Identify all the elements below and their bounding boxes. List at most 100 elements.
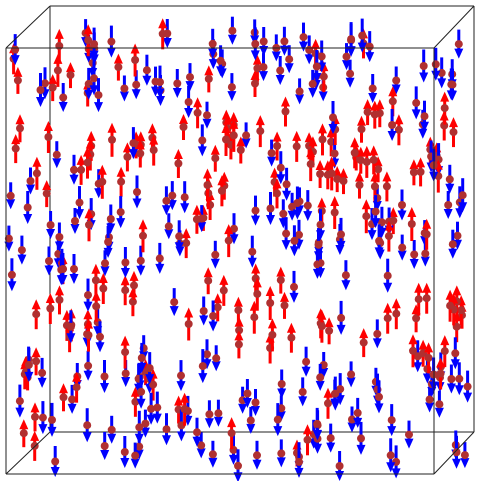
simulation-box-front-edges — [5, 5, 475, 475]
spin-up-arrow — [276, 266, 286, 294]
spin-down-arrow — [75, 186, 84, 220]
spin-down-arrow — [391, 66, 401, 95]
spin-down-arrow — [372, 319, 382, 349]
spin-up-arrow — [440, 335, 450, 368]
spin-up-arrow — [332, 166, 342, 193]
spin-up-arrow — [173, 149, 183, 178]
spin-down-arrow — [120, 247, 130, 278]
spin-down-arrow — [140, 409, 150, 438]
spin-down-arrow — [275, 56, 285, 85]
box-edge — [433, 5, 475, 49]
spin-up-arrow — [424, 342, 434, 374]
spin-down-arrow — [347, 406, 357, 433]
spin-down-arrow — [107, 415, 117, 444]
spin-down-arrow — [431, 47, 441, 81]
spin-down-arrow — [289, 270, 299, 303]
spin-up-arrow — [149, 134, 159, 166]
spin-down-arrow — [208, 300, 218, 332]
spin-up-arrow — [130, 386, 140, 417]
spin-down-arrow — [259, 27, 269, 56]
spin-up-arrow — [315, 160, 325, 188]
spin-up-arrow — [83, 24, 93, 57]
spin-up-arrow — [31, 347, 41, 376]
spin-up-arrow — [408, 334, 418, 368]
spin-up-arrow — [107, 122, 117, 157]
spin-up-arrow — [303, 424, 312, 456]
spin-down-arrow — [341, 260, 351, 291]
spin-down-arrow — [204, 400, 214, 429]
spin-down-arrow — [174, 220, 184, 253]
spin-up-arrow — [436, 357, 446, 390]
spin-up-arrow — [59, 383, 68, 412]
spin-down-arrow — [202, 101, 212, 129]
spin-down-arrow — [252, 440, 262, 470]
spin-down-arrow — [251, 195, 260, 226]
spin-up-arrow — [252, 277, 262, 311]
spin-up-arrow — [66, 62, 75, 89]
spin-up-arrow — [251, 263, 261, 294]
spin-down-arrow — [242, 379, 252, 408]
spin-down-arrow — [216, 45, 226, 77]
spin-up-arrow — [210, 144, 220, 172]
spin-down-arrow — [103, 225, 113, 258]
spin-down-arrow — [164, 213, 174, 240]
spin-down-arrow — [167, 181, 177, 211]
spin-down-arrow — [357, 18, 367, 53]
spin-up-arrow — [48, 74, 58, 102]
spin-down-arrow — [17, 235, 27, 265]
spin-down-arrow — [387, 404, 397, 437]
spin-up-arrow — [55, 285, 64, 315]
spin-down-arrow — [155, 242, 165, 274]
spin-up-arrow — [440, 91, 450, 125]
spin-down-arrow — [279, 26, 289, 56]
spin-down-arrow — [445, 164, 455, 194]
spin-down-arrow — [38, 401, 48, 435]
spin-down-arrow — [345, 59, 355, 88]
spin-up-arrow — [350, 137, 360, 169]
spin-down-arrow — [454, 362, 464, 396]
spin-down-arrow — [116, 196, 126, 229]
spin-up-arrow — [84, 208, 94, 242]
spin-up-arrow — [30, 402, 40, 432]
spin-up-arrow — [15, 114, 25, 143]
spin-up-arrow — [138, 219, 148, 253]
spin-up-arrow — [234, 330, 244, 359]
spin-down-arrow — [152, 391, 162, 424]
spin-up-arrow — [445, 289, 455, 322]
spin-down-arrow — [132, 175, 142, 209]
spin-up-arrow — [267, 318, 277, 352]
spin-down-arrow — [413, 340, 423, 373]
spin-down-arrow — [24, 347, 34, 382]
spin-up-arrow — [391, 298, 401, 330]
spin-down-arrow — [336, 300, 346, 335]
spin-down-arrow — [142, 54, 152, 86]
spin-up-arrow — [181, 228, 191, 259]
spin-up-arrow — [292, 130, 302, 162]
spin-down-arrow — [146, 392, 156, 425]
spin-down-arrow — [69, 154, 79, 185]
spin-up-arrow — [362, 145, 372, 178]
spin-up-arrow — [83, 146, 92, 179]
spin-up-arrow — [359, 328, 369, 358]
spin-down-arrow — [434, 390, 444, 418]
spin-up-arrow — [382, 171, 392, 202]
spin-down-arrow — [100, 250, 110, 277]
spin-up-arrow — [407, 207, 417, 241]
spin-down-arrow — [50, 446, 60, 477]
spin-up-arrow — [272, 131, 282, 161]
spin-down-arrow — [282, 167, 292, 201]
spin-down-arrow — [458, 178, 468, 213]
spin-down-arrow — [346, 22, 356, 57]
spin-up-arrow — [180, 392, 190, 426]
spin-down-arrow — [100, 432, 110, 460]
spin-up-arrow — [449, 117, 458, 148]
spin-down-arrow — [409, 240, 419, 269]
spin-up-arrow — [356, 146, 366, 174]
spin-down-arrow — [301, 346, 311, 377]
box-edge — [433, 431, 475, 475]
spin-down-arrow — [37, 357, 47, 388]
spin-down-arrow — [100, 360, 109, 393]
spin-up-arrow — [45, 293, 55, 324]
spin-down-arrow — [70, 208, 80, 234]
